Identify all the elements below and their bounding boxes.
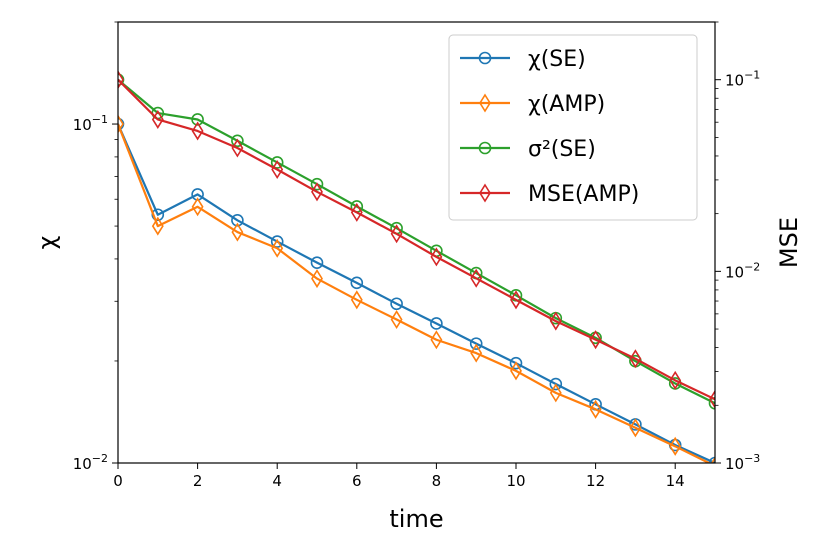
legend-entry: χ(SE)	[460, 47, 586, 72]
data-point	[311, 182, 323, 202]
y-left-tick-label: 10−2	[73, 452, 108, 473]
data-point	[589, 399, 602, 419]
legend-label: MSE(AMP)	[528, 182, 639, 207]
data-point	[549, 383, 562, 403]
data-point	[271, 238, 284, 258]
legend-label: σ²(SE)	[528, 137, 596, 162]
legend-marker	[479, 183, 491, 203]
data-point	[231, 214, 244, 227]
data-point	[270, 156, 284, 169]
data-point	[350, 202, 363, 222]
data-point	[231, 222, 244, 242]
data-point	[191, 197, 204, 217]
data-point	[629, 349, 642, 369]
data-point	[589, 330, 602, 350]
ticks-layer: 0 2 4 6 8 10 12 14 10−2 10−1 10−3 10−2 10−1	[73, 21, 760, 490]
data-point	[510, 361, 522, 381]
data-point	[350, 290, 363, 310]
data-point	[231, 134, 244, 148]
data-point	[509, 356, 523, 370]
y-right-tick-label: 10−3	[725, 452, 760, 473]
data-point	[310, 256, 324, 269]
series-1	[118, 114, 715, 463]
data-point	[390, 297, 403, 311]
legend-label: χ(SE)	[528, 47, 586, 72]
plot-frame	[117, 21, 716, 464]
legend-marker	[479, 93, 491, 113]
data-point	[151, 109, 164, 129]
series-3	[118, 70, 715, 409]
series-line	[118, 123, 712, 463]
data-point	[191, 121, 204, 141]
data-point	[271, 159, 284, 179]
data-point	[708, 396, 715, 410]
x-tick-label: 2	[193, 472, 203, 490]
data-point	[151, 216, 164, 236]
legend-frame	[448, 34, 698, 221]
x-axis-label: time	[389, 505, 443, 533]
data-point	[470, 343, 483, 363]
x-tick-label: 12	[586, 472, 605, 490]
legend-marker	[478, 51, 492, 65]
data-point	[629, 418, 642, 438]
data-point	[549, 311, 562, 331]
data-point	[669, 436, 682, 456]
y-left-tick-label: 10−1	[73, 113, 108, 134]
series-layer	[118, 70, 715, 463]
legend-entry: σ²(SE)	[460, 137, 596, 162]
x-tick-label: 6	[352, 472, 362, 490]
data-point	[709, 389, 715, 409]
data-point	[430, 317, 443, 330]
data-point	[311, 269, 323, 289]
x-tick-label: 0	[113, 472, 123, 490]
series-line	[118, 123, 715, 463]
data-point	[310, 177, 324, 191]
x-tick-label: 10	[506, 472, 525, 490]
y-right-tick-label: 10−2	[725, 260, 760, 281]
data-point	[390, 224, 403, 244]
data-point	[191, 113, 204, 126]
data-point	[669, 370, 682, 390]
legend-marker	[478, 141, 492, 155]
data-point	[118, 114, 124, 134]
legend-label: χ(AMP)	[528, 92, 605, 117]
y-right-tick-label: 10−1	[725, 69, 760, 90]
y-axis-right-label: MSE	[775, 217, 803, 268]
data-point	[430, 330, 443, 350]
data-point	[470, 268, 483, 288]
legend-entry: χ(AMP)	[460, 92, 605, 117]
data-point	[510, 290, 522, 310]
legend-entry: MSE(AMP)	[460, 182, 639, 207]
data-point	[350, 276, 364, 290]
data-point	[270, 235, 284, 248]
legend: χ(SE) χ(AMP) σ²(SE) MSE(AMP)	[448, 34, 698, 221]
data-point	[390, 310, 403, 330]
series-line	[118, 78, 715, 401]
data-point	[430, 247, 443, 267]
x-tick-label: 14	[666, 472, 685, 490]
x-tick-label: 4	[272, 472, 282, 490]
data-point	[118, 70, 124, 90]
data-point	[469, 337, 483, 350]
y-axis-left-label: χ	[33, 235, 61, 249]
data-point	[549, 377, 563, 391]
x-tick-label: 8	[432, 472, 442, 490]
data-point	[231, 138, 244, 158]
